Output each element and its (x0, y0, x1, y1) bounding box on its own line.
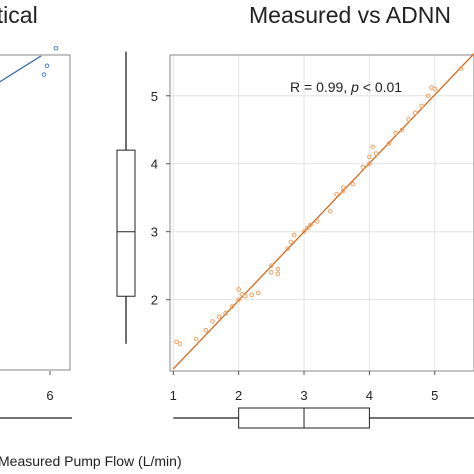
data-point (203, 327, 209, 333)
data-point (340, 185, 346, 190)
data-point (370, 144, 375, 150)
data-point (406, 117, 411, 122)
data-point (304, 225, 310, 231)
data-point (308, 222, 313, 228)
data-point (314, 219, 320, 224)
stat-annotation: R = 0.99, p < 0.01 (290, 79, 402, 95)
axis-ticks: 1 2 3 4 5 2 3 4 5 (151, 89, 439, 403)
y-tick-label: 5 (151, 89, 158, 104)
data-point (239, 291, 245, 297)
data-point (249, 292, 255, 298)
data-point (236, 287, 241, 292)
fit-line (172, 52, 474, 370)
data-point (255, 290, 261, 296)
data-point (223, 310, 228, 316)
left-plot-frame (0, 54, 71, 371)
data-points (174, 66, 464, 347)
data-point (242, 293, 248, 299)
data-point (236, 297, 241, 302)
data-point (367, 154, 372, 160)
data-point (193, 336, 199, 342)
right-panel-title: Measured vs ADNN (249, 2, 451, 28)
data-point (275, 271, 281, 277)
grid (170, 55, 474, 371)
data-point (425, 93, 431, 99)
y-tick-label: 4 (151, 157, 158, 172)
data-point (334, 192, 340, 197)
data-point (386, 141, 392, 146)
data-point (350, 181, 356, 187)
left-fit-line (0, 55, 42, 83)
y-tick-label: 3 (151, 225, 158, 240)
data-point (360, 164, 366, 170)
data-point (177, 341, 183, 347)
x-axis-label: Measured Pump Flow (L/min) (0, 453, 182, 469)
data-point (373, 151, 379, 156)
data-point (429, 85, 434, 90)
data-point (419, 103, 424, 109)
data-point (412, 110, 418, 116)
left-panel-title: atical (0, 2, 38, 28)
data-point (399, 127, 405, 133)
left-data-point (41, 72, 47, 77)
data-point (393, 130, 398, 136)
data-point (275, 266, 281, 272)
y-marginal-boxplot (116, 51, 136, 344)
data-point (285, 246, 290, 251)
data-point (367, 161, 372, 167)
left-panel: atical 6 (0, 2, 72, 419)
data-point (174, 339, 179, 345)
data-point (210, 319, 215, 324)
x-marginal-boxplot (173, 407, 474, 429)
x-tick-label: 3 (300, 388, 307, 403)
plot-frame (169, 54, 474, 372)
x-tick-label: 2 (235, 388, 242, 403)
y-box (116, 149, 136, 297)
data-point (291, 232, 297, 238)
left-points (41, 45, 59, 77)
data-point (269, 263, 274, 268)
data-point (458, 66, 464, 71)
data-point (229, 304, 235, 309)
data-point (327, 209, 333, 214)
data-point (288, 239, 294, 245)
left-data-point (53, 45, 59, 51)
y-tick-label: 2 (151, 293, 158, 308)
data-point (301, 229, 307, 234)
left-data-point (44, 63, 50, 69)
data-point (216, 314, 222, 319)
left-x-tick-label: 6 (46, 388, 53, 403)
x-tick-label: 4 (366, 388, 373, 403)
data-point (269, 270, 274, 275)
x-tick-label: 5 (431, 388, 438, 403)
x-tick-label: 1 (170, 388, 177, 403)
